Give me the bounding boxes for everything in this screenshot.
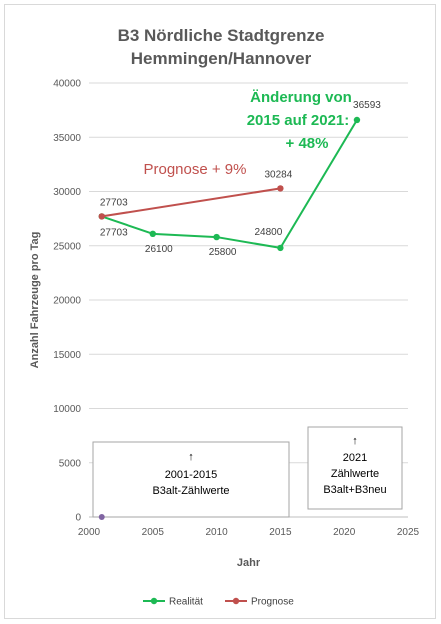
y-tick-label: 25000	[53, 241, 81, 252]
x-tick-label: 2015	[269, 527, 292, 538]
x-tick-label: 2010	[205, 527, 228, 538]
annotation-box	[92, 441, 290, 518]
legend: Realität Prognose	[143, 597, 294, 608]
annotation-box-text: B3alt-Zählwerte	[152, 485, 229, 497]
annotation-box-text: Zählwerte	[331, 468, 379, 480]
line-chart: ↑2001-2015B3alt-Zählwerte↑2021ZählwerteB…	[29, 26, 420, 608]
annotation-box-text: 2021	[343, 452, 367, 464]
chart-frame: ↑ 2001-2015 B3alt-Zählwerte ↑ 2021 Zählwerte B…	[4, 4, 436, 619]
annotation-change: Änderung von	[250, 89, 352, 106]
legend-marker	[150, 597, 158, 605]
data-point	[98, 213, 105, 220]
annotation-forecast: Prognose + 9%	[144, 161, 247, 178]
data-point	[149, 230, 156, 238]
chart-text: B3 Nördliche Stadtgrenze Hemmingen/Hannov…	[29, 26, 420, 569]
legend-label: Prognose	[251, 597, 294, 608]
data-label: 25800	[209, 247, 237, 258]
up-arrow-icon: ↑	[352, 435, 358, 447]
annotation-change: 2015 auf 2021:	[247, 112, 350, 129]
x-tick-label: 2025	[397, 527, 420, 538]
y-tick-label: 30000	[53, 187, 81, 198]
chart-title: B3 Nördliche Stadtgrenze	[118, 26, 325, 45]
data-label: 36593	[353, 100, 381, 111]
y-tick-label: 35000	[53, 133, 81, 144]
annotation-change: + 48%	[286, 135, 329, 152]
y-tick-label: 15000	[53, 350, 81, 361]
y-tick-label: 0	[75, 513, 81, 524]
data-label: 27703	[100, 197, 128, 208]
y-tick-label: 10000	[53, 404, 81, 415]
legend-marker	[232, 597, 240, 605]
data-label: 30284	[264, 169, 292, 180]
data-point	[353, 116, 361, 124]
data-point	[213, 233, 220, 241]
x-axis-title: Jahr	[237, 557, 261, 569]
y-tick-label: 20000	[53, 296, 81, 307]
data-label: 24800	[254, 227, 282, 238]
data-point	[277, 185, 284, 192]
annotation-box-text: 2001-2015	[165, 469, 218, 481]
up-arrow-icon: ↑	[188, 451, 194, 463]
annotation-box	[307, 426, 403, 510]
data-label: 27703	[100, 227, 128, 238]
y-axis-title: Anzahl Fahrzeuge pro Tag	[29, 232, 41, 369]
series-lines	[98, 116, 361, 520]
x-tick-label: 2020	[333, 527, 356, 538]
y-tick-label: 5000	[59, 458, 82, 469]
data-point	[98, 514, 105, 520]
y-tick-label: 40000	[53, 79, 81, 90]
series-line-prognose	[101, 187, 281, 218]
x-tick-label: 2000	[78, 527, 101, 538]
legend-label: Realität	[169, 597, 203, 608]
x-tick-label: 2005	[142, 527, 165, 538]
annotation-boxes: ↑ 2001-2015 B3alt-Zählwerte ↑ 2021 Zählwerte B…	[92, 426, 403, 518]
data-point	[277, 244, 284, 252]
chart-title: Hemmingen/Hannover	[131, 49, 312, 68]
annotation-box-text: B3alt+B3neu	[323, 484, 386, 496]
data-label: 26100	[145, 244, 173, 255]
